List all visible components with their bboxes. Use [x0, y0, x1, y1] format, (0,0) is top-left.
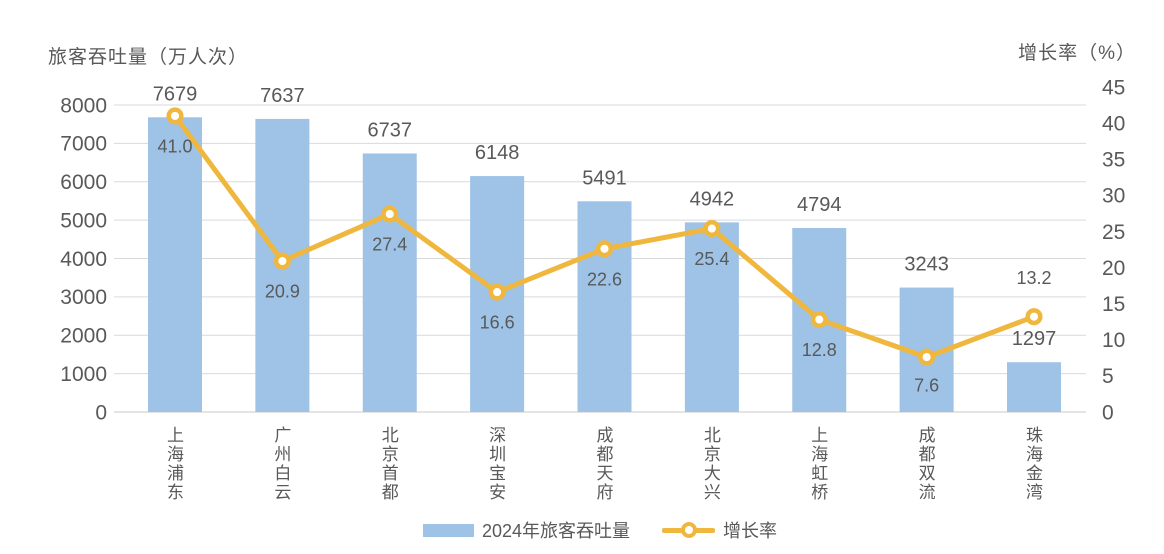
right-axis-tick-label: 10 [1102, 329, 1125, 352]
left-axis-tick-label: 1000 [60, 363, 107, 386]
right-axis-tick-label: 45 [1102, 76, 1125, 99]
bar-value-label: 3243 [904, 254, 949, 276]
line-value-label: 7.6 [914, 376, 939, 396]
right-axis-tick-label: 35 [1102, 149, 1125, 172]
x-axis-category-label: 广州白云 [271, 426, 291, 502]
legend-label-throughput: 2024年旅客吞吐量 [481, 521, 631, 541]
line-marker [595, 240, 614, 258]
line-value-label: 22.6 [587, 269, 622, 289]
line-value-label: 13.2 [1016, 268, 1051, 288]
left-axis-tick-label: 3000 [60, 286, 107, 309]
line-value-label: 12.8 [802, 340, 837, 360]
line-marker [381, 205, 399, 223]
x-axis-category-label: 成都双流 [915, 426, 935, 502]
line-marker [1025, 308, 1043, 326]
left-axis-tick-label: 7000 [60, 133, 107, 156]
legend-line-swatch-icon [662, 522, 716, 538]
bar-value-label: 5491 [582, 167, 627, 189]
x-axis-category-label: 北京首都 [378, 426, 398, 502]
left-axis-tick-label: 5000 [60, 209, 107, 232]
x-axis-category-label: 北京大兴 [700, 426, 720, 502]
line-marker [166, 107, 184, 125]
legend-label-growth: 增长率 [723, 521, 778, 541]
line-marker [918, 348, 936, 366]
line-value-label: 27.4 [372, 235, 407, 255]
legend-bar-swatch-icon [422, 523, 474, 537]
line-value-label: 16.6 [480, 313, 515, 333]
bar [577, 201, 632, 412]
line-marker [488, 283, 506, 301]
right-axis-tick-label: 20 [1102, 257, 1125, 280]
bar-value-label: 7637 [260, 85, 305, 107]
bar-value-label: 6148 [475, 142, 520, 164]
line-value-label: 25.4 [694, 249, 729, 269]
x-axis-category-label: 珠海金湾 [1023, 426, 1042, 502]
right-axis-tick-label: 30 [1102, 185, 1125, 208]
x-axis-category-label: 上海浦东 [164, 426, 183, 502]
legend: 2024年旅客吞吐量 增长率 [114, 517, 1086, 543]
line-marker [810, 311, 828, 329]
left-axis-tick-label: 4000 [60, 248, 107, 271]
bar [1007, 362, 1061, 412]
bar-value-label: 1297 [1012, 328, 1057, 350]
line-marker [703, 220, 721, 238]
left-axis-tick-label: 2000 [60, 325, 107, 348]
left-axis-title: 旅客吞吐量（万人次） [48, 47, 249, 68]
x-axis-category-label: 上海虹桥 [808, 426, 828, 502]
bar [362, 153, 417, 412]
right-axis-title: 增长率（%） [1018, 43, 1136, 64]
left-axis-tick-label: 6000 [60, 171, 107, 194]
bar-value-label: 4794 [797, 194, 842, 216]
bar-value-label: 6737 [368, 119, 413, 141]
line-marker [273, 252, 291, 270]
bar-value-label: 4942 [690, 188, 735, 210]
bar [684, 222, 739, 412]
line-value-label: 41.0 [157, 136, 192, 156]
right-axis-tick-label: 25 [1102, 221, 1125, 244]
right-axis-tick-label: 15 [1102, 293, 1125, 316]
line-value-label: 20.9 [265, 282, 300, 302]
left-axis-tick-label: 8000 [60, 94, 107, 117]
bar-value-label: 7679 [153, 83, 198, 105]
right-axis-tick-label: 40 [1102, 112, 1125, 135]
x-axis-category-label: 深圳宝安 [486, 426, 506, 502]
legend-item-growth: 增长率 [662, 517, 777, 543]
left-axis-tick-label: 0 [95, 401, 107, 424]
legend-line-marker-icon [680, 522, 697, 538]
right-axis-tick-label: 5 [1102, 365, 1114, 388]
right-axis-tick-label: 0 [1102, 401, 1114, 424]
legend-item-throughput: 2024年旅客吞吐量 [422, 517, 631, 543]
x-axis-category-label: 成都天府 [593, 426, 613, 502]
bar [148, 117, 202, 413]
